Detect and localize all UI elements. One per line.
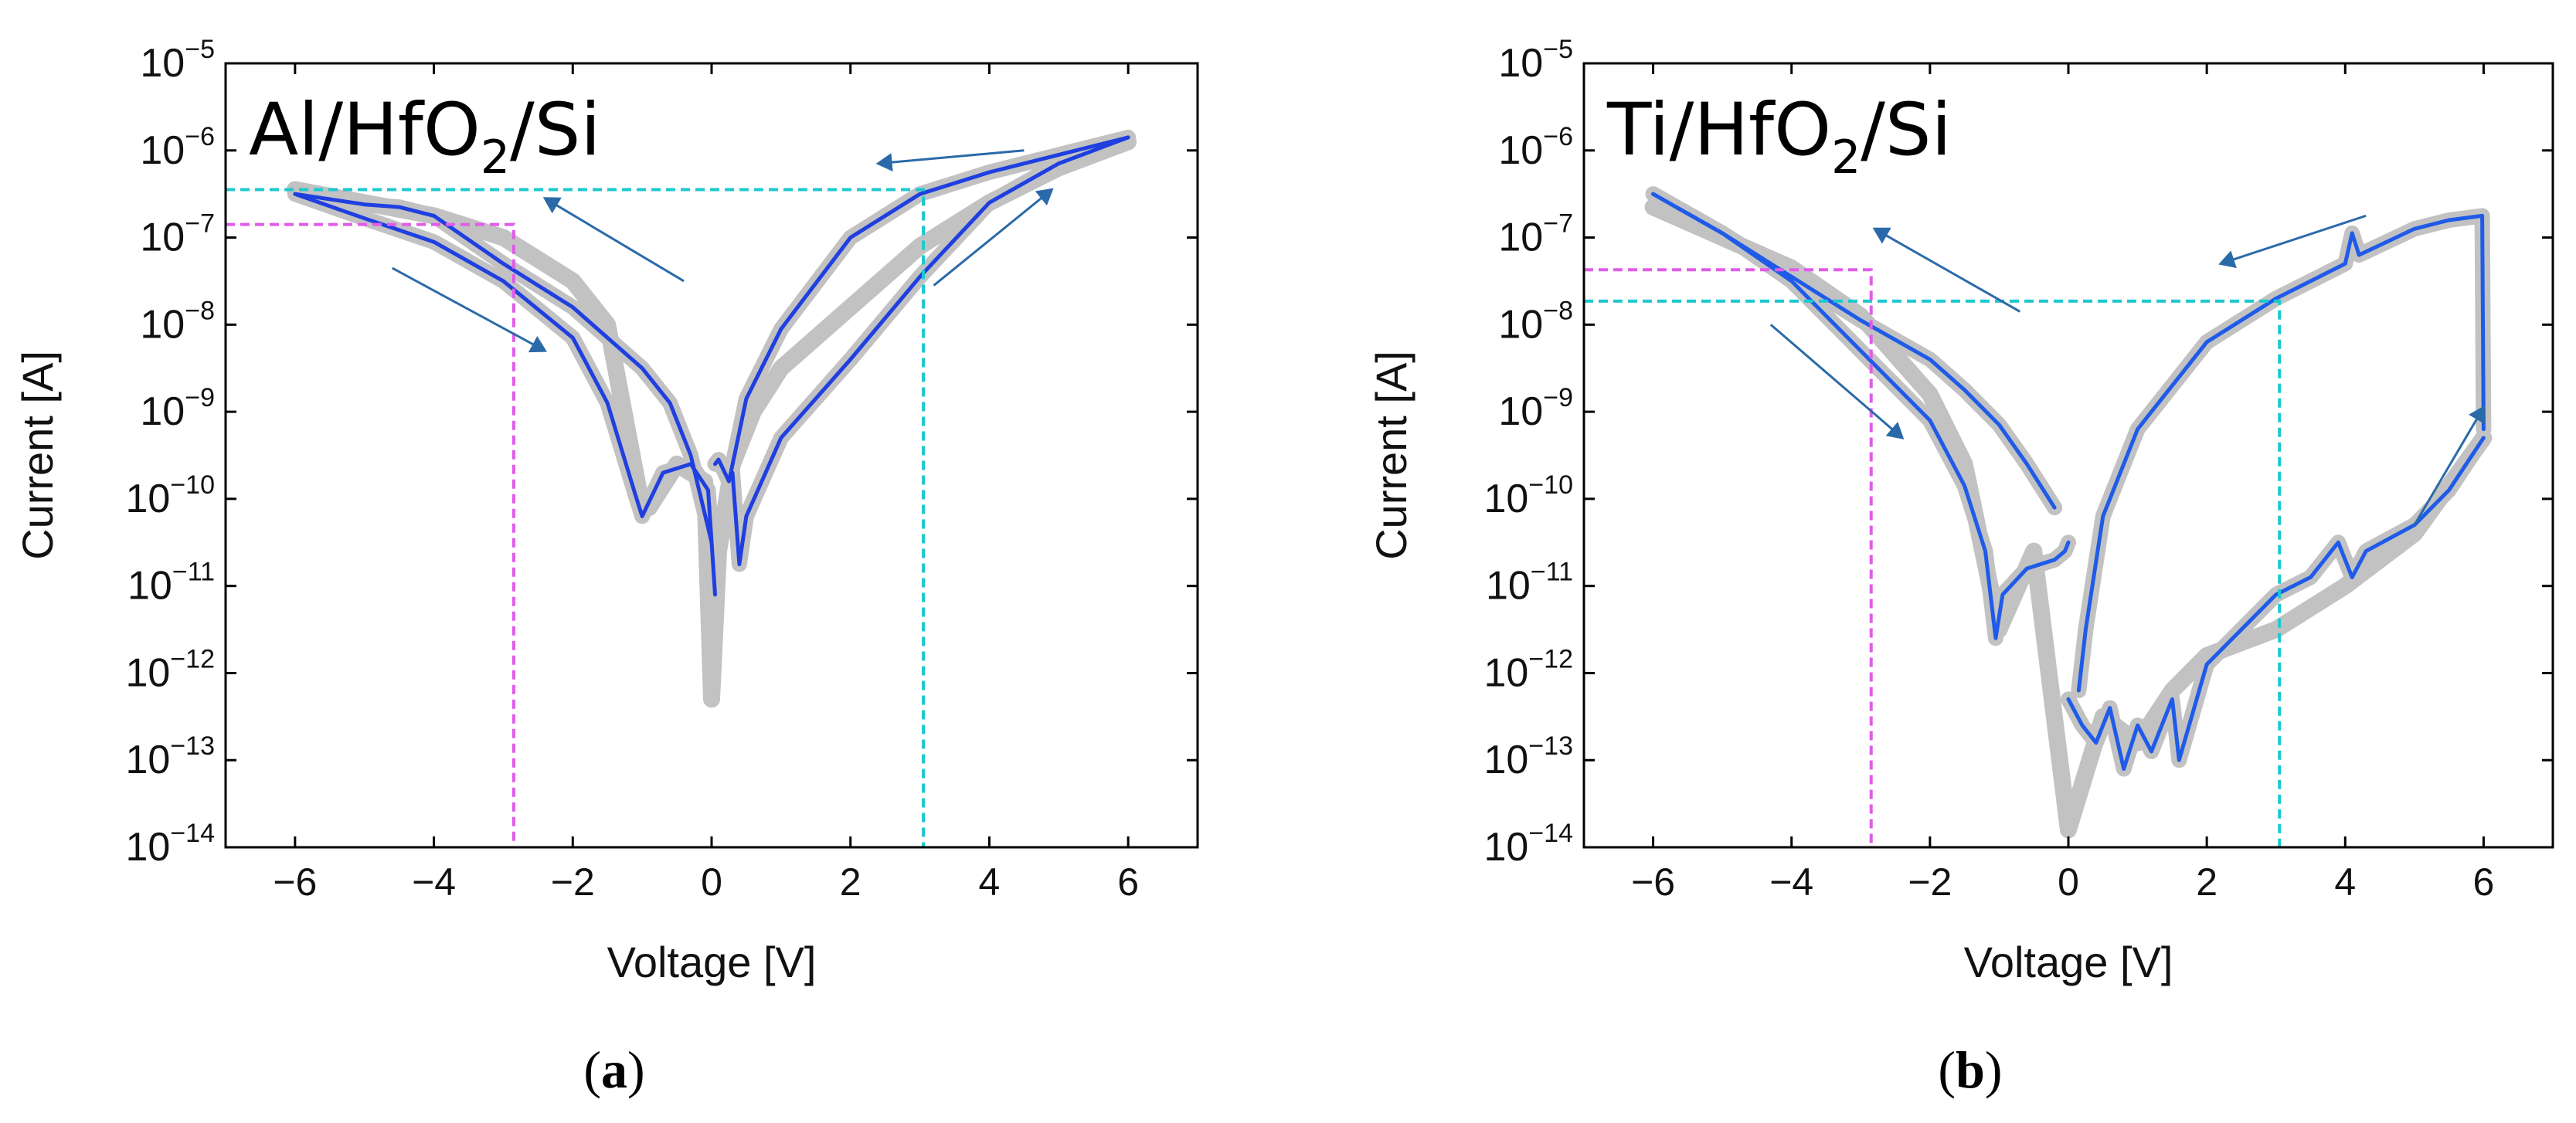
y-tick-label: 10−13 [125,731,215,782]
gray-halo-0 [1645,186,2076,646]
panel-a: −6 −4 −2 0 2 4 6 10−5 10−6 10−7 10−8 10−9 10−10 10−11… [13,35,1199,1099]
y-tick-label: 10−10 [1483,470,1573,521]
cyan-reference-line [1584,299,2282,847]
x-tick-label: −6 [273,860,317,904]
sweep-direction-arrow-0 [2218,214,2367,269]
x-tick-label: −4 [412,860,456,904]
y-tick-label: 10−10 [125,470,215,521]
bold-sweep-trace-3 [713,135,1130,483]
panel-title: Al/HfO2/Si [249,88,601,185]
sweep-direction-arrow-0 [875,149,1025,172]
y-tick-label: 10−7 [140,209,215,260]
cyan-reference-line [226,188,926,847]
bold-sweep-trace-0 [1651,192,2071,640]
bold-sweep-trace-2 [730,135,1130,566]
y-tick-label: 10−13 [1483,731,1573,782]
y-axis-label: Current [A] [1367,351,1415,560]
y-tick-label: 10−14 [1483,819,1573,870]
bold-sweep-trace-1 [293,192,714,545]
y-tick-label: 10−11 [127,558,215,609]
x-tick-label: 6 [1117,860,1139,904]
y-tick-label: 10−6 [1498,122,1573,173]
y-tick-label: 10−12 [1483,644,1573,695]
x-tick-label: 4 [979,860,1001,904]
plot-frame [1582,62,2554,849]
sweep-direction-arrow-3 [933,188,1054,287]
panel-caption: (b) [1938,1040,2002,1099]
magenta-reference-line [226,222,515,847]
plot-frame [224,62,1199,849]
gray-halo-2 [2061,429,2492,777]
y-tick-label: 10−8 [1498,296,1573,347]
panel-caption: (a) [583,1040,644,1099]
x-tick-label: 2 [2196,860,2217,904]
bold-sweep-trace-2 [2066,436,2486,771]
x-tick-label: 4 [2334,860,2356,904]
y-tick-label: 10−11 [1486,558,1573,609]
sweep-direction-arrow-1 [542,197,685,283]
x-tick-label: 2 [840,860,861,904]
x-axis-label: Voltage [V] [607,938,817,986]
sweep-direction-arrow-2 [391,266,547,353]
y-tick-label: 10−9 [1498,383,1573,434]
panel-title: Ti/HfO2/Si [1606,88,1952,185]
sweep-direction-arrow-2 [1769,324,1905,439]
y-tick-label: 10−8 [140,296,215,347]
y-axis-label: Current [A] [13,351,62,560]
x-tick-label: −6 [1631,860,1675,904]
panel-b: −6 −4 −2 0 2 4 6 10−5 10−6 10−7 10−8 10−9 10−10 10−11… [1367,35,2554,1099]
y-tick-label: 10−14 [125,819,215,870]
y-tick-label: 10−9 [140,383,215,434]
x-tick-label: 0 [701,860,722,904]
y-tick-label: 10−5 [1498,35,1573,86]
x-tick-label: 0 [2058,860,2079,904]
x-tick-label: −2 [551,860,595,904]
sweep-direction-arrow-1 [1872,227,2021,313]
x-axis-label: Voltage [V] [1964,938,2173,986]
y-tick-label: 10−12 [125,644,215,695]
bold-sweep-trace-3 [2076,213,2486,693]
y-tick-label: 10−6 [140,122,215,173]
x-tick-label: −4 [1769,860,1813,904]
sweep-direction-arrow-3 [2413,405,2485,526]
gray-halo-0 [287,186,723,602]
bold-sweep-trace-0 [293,192,717,597]
y-tick-label: 10−7 [1498,209,1573,260]
x-tick-label: −2 [1908,860,1952,904]
x-tick-label: 6 [2473,860,2495,904]
magenta-reference-line [1584,268,1873,847]
bold-sweep-trace-1 [1651,192,2057,510]
y-tick-label: 10−5 [140,35,215,86]
